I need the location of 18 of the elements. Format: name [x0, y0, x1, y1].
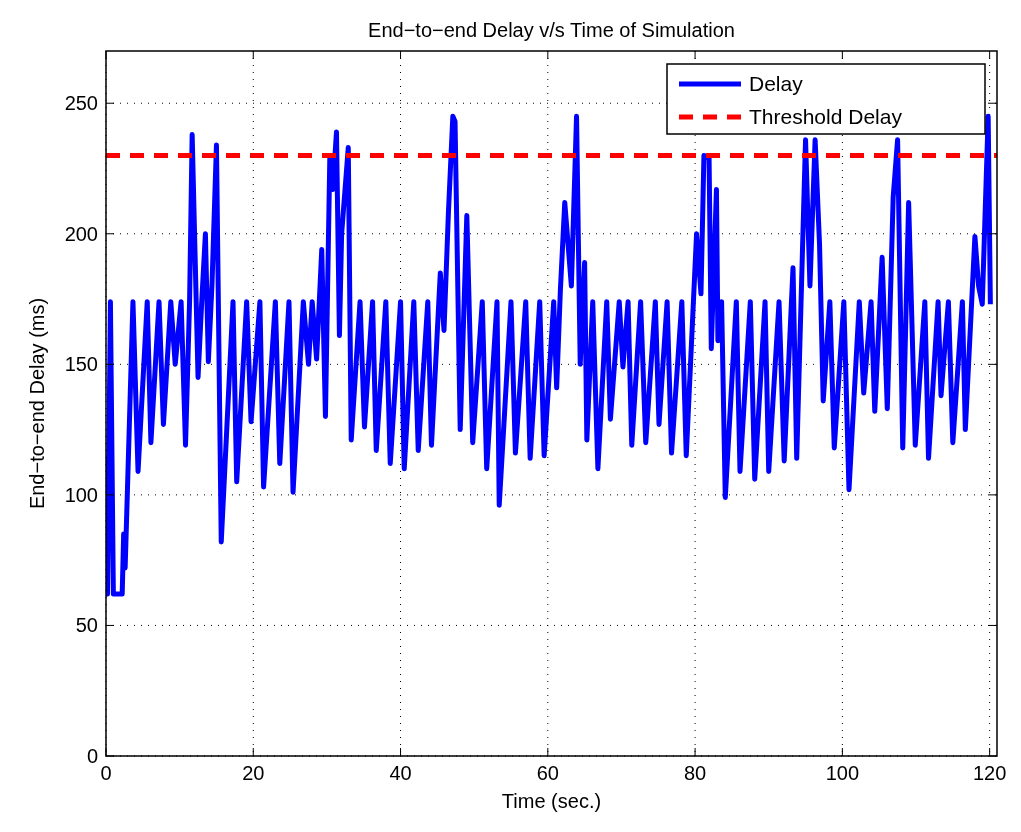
y-tick-label: 200 — [64, 222, 98, 245]
legend-label: Delay — [749, 72, 804, 95]
y-tick-label: 50 — [75, 614, 98, 637]
y-tick-label: 150 — [64, 353, 98, 376]
x-tick-label: 80 — [683, 762, 707, 784]
y-tick-label: 0 — [86, 745, 98, 767]
y-tick-label: 250 — [64, 92, 98, 115]
x-tick-label: 120 — [972, 762, 1007, 784]
x-axis-title: Time (sec.) — [501, 790, 602, 812]
x-tick-label: 40 — [389, 762, 412, 784]
y-axis-title: End−to−end Delay (ms) — [26, 297, 48, 510]
x-tick-label: 0 — [100, 762, 112, 784]
x-tick-label: 100 — [825, 762, 860, 784]
y-tick-label: 100 — [64, 483, 98, 506]
chart-title: End−to−end Delay v/s Time of Simulation — [368, 19, 735, 41]
x-tick-label: 20 — [242, 762, 265, 784]
legend-label: Threshold Delay — [749, 105, 903, 128]
x-tick-label: 60 — [536, 762, 559, 784]
